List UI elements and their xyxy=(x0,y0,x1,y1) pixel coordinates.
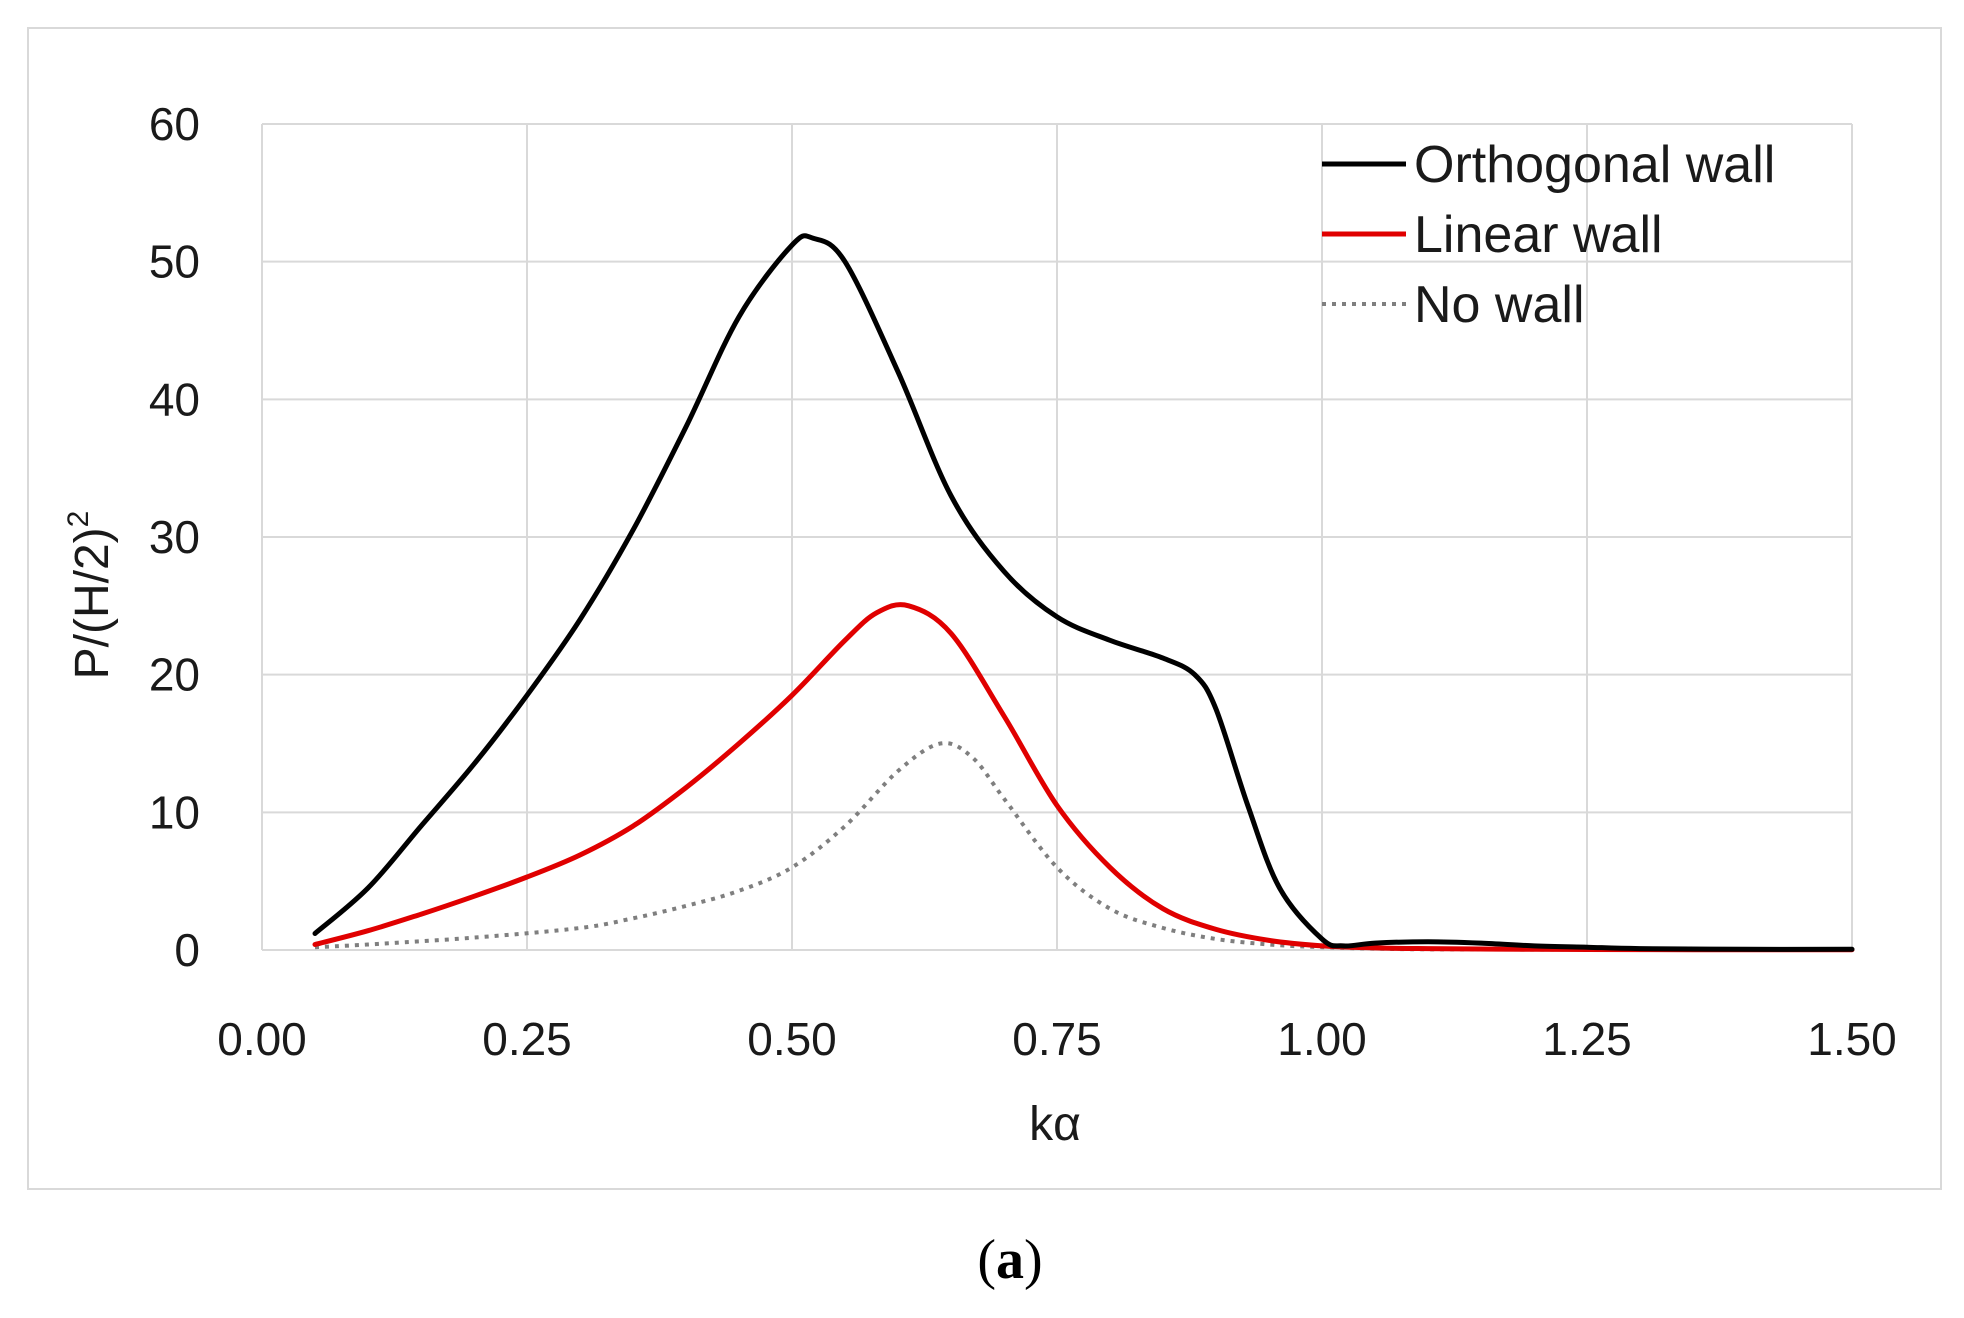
y-tick-label: 30 xyxy=(149,511,200,563)
y-axis-title: P/(H/2)2 xyxy=(62,511,119,680)
y-tick-label: 20 xyxy=(149,649,200,701)
caption-open-paren: ( xyxy=(977,1229,996,1291)
y-tick-label: 10 xyxy=(149,786,200,838)
x-axis-ticks: 0.00 0.25 0.50 0.75 1.00 1.25 1.50 xyxy=(217,1013,1897,1065)
legend-label-linear-wall: Linear wall xyxy=(1414,206,1663,264)
y-tick-label: 50 xyxy=(149,236,200,288)
series-line-orthogonal-wall xyxy=(312,233,1855,952)
x-axis-title: kα xyxy=(1029,1098,1081,1151)
chart-frame xyxy=(27,27,1942,1190)
x-tick-label: 0.25 xyxy=(482,1013,572,1065)
y-tick-label: 0 xyxy=(174,924,200,976)
figure-caption: (a) xyxy=(977,1229,1042,1291)
x-tick-label: 1.00 xyxy=(1277,1013,1367,1065)
y-tick-label: 60 xyxy=(149,98,200,150)
caption-letter: a xyxy=(996,1229,1024,1291)
x-tick-label: 0.00 xyxy=(217,1013,307,1065)
legend: Orthogonal wall Linear wall No wall xyxy=(1322,136,1775,334)
x-tick-label: 1.25 xyxy=(1542,1013,1632,1065)
x-tick-label: 1.50 xyxy=(1807,1013,1897,1065)
series-line-linear-wall xyxy=(312,602,1855,953)
x-tick-label: 0.75 xyxy=(1012,1013,1102,1065)
x-tick-label: 0.50 xyxy=(747,1013,837,1065)
y-axis-ticks: 0 10 20 30 40 50 60 xyxy=(149,98,200,976)
y-axis-title-main: P/(H/2) xyxy=(66,527,119,679)
series-layer xyxy=(312,233,1855,953)
y-axis-title-superscript: 2 xyxy=(62,511,95,528)
legend-label-no-wall: No wall xyxy=(1414,276,1585,334)
y-tick-label: 40 xyxy=(149,373,200,425)
legend-label-orthogonal-wall: Orthogonal wall xyxy=(1414,136,1775,194)
series-line-no-wall xyxy=(314,741,1852,952)
caption-close-paren: ) xyxy=(1024,1229,1043,1291)
